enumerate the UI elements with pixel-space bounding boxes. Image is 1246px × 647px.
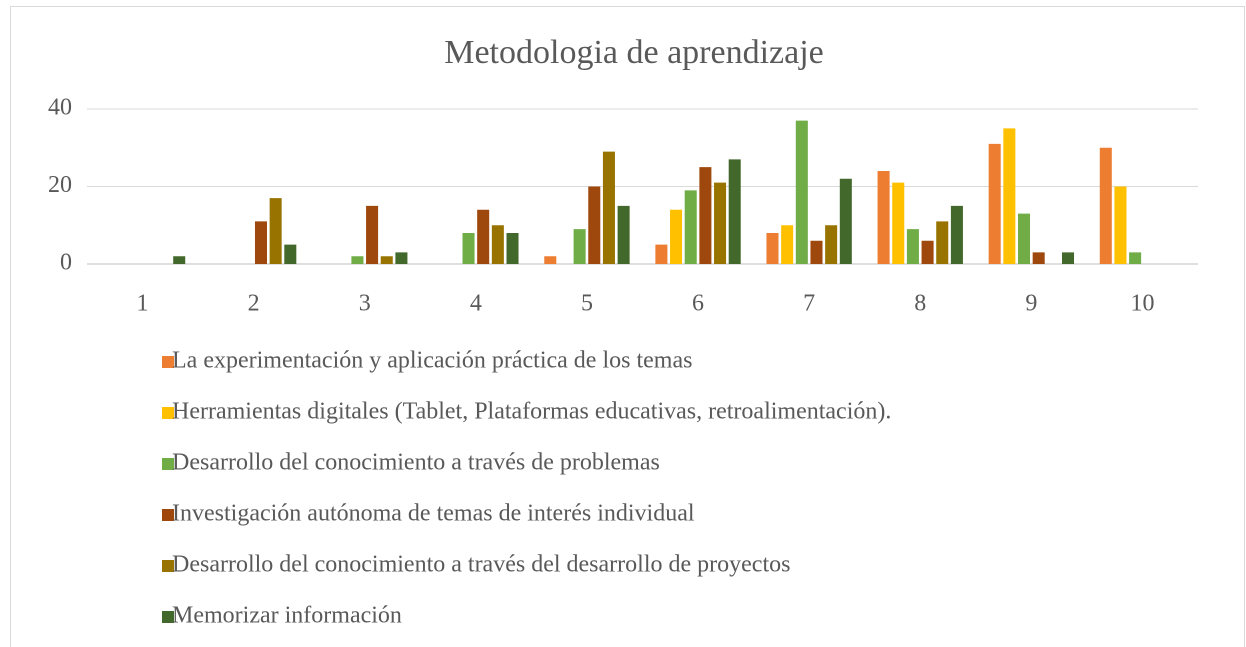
bar [1032,252,1045,264]
x-tick-label: 1 [137,291,149,317]
bar [506,233,519,264]
x-tick-label: 8 [914,291,926,317]
bar [988,143,1001,264]
legend-swatch [162,560,174,572]
chart-border [10,6,1245,647]
bar [254,221,267,264]
bar [602,151,615,264]
bar [936,221,949,264]
y-tick-label: 40 [48,95,72,121]
bar [1018,213,1031,264]
bar [655,244,668,264]
x-tick-label: 3 [359,291,371,317]
legend-label: Memorizar información [172,603,402,629]
bar [573,229,586,264]
bar [906,229,919,264]
y-tick-label: 0 [60,250,72,276]
x-tick-label: 7 [803,291,815,317]
bar [284,244,297,264]
bar [892,182,905,264]
legend-swatch [162,509,174,521]
legend-swatch [162,611,174,623]
legend-swatch [162,356,174,368]
bar [351,256,364,264]
legend-label: Investigación autónoma de temas de inter… [172,501,695,527]
bar [269,198,282,264]
bar [714,182,727,264]
bar [670,209,683,264]
bar [781,225,794,264]
bar [462,233,475,264]
bar [766,233,779,264]
bar [1129,252,1142,264]
bar [1114,186,1127,264]
legend-swatch [162,458,174,470]
x-tick-label: 10 [1130,291,1154,317]
bar [588,186,601,264]
x-tick-label: 2 [248,291,260,317]
bar [1003,128,1016,264]
x-tick-label: 6 [692,291,704,317]
bar [1099,147,1112,264]
bar [366,205,379,264]
bar [795,120,808,264]
bar [950,205,963,264]
bar [699,167,712,264]
chart-title: Metodologia de aprendizaje [444,34,824,71]
bar [810,240,823,264]
bar [477,209,490,264]
legend-label: Desarrollo del conocimiento a través del… [172,552,790,578]
legend-swatch [162,407,174,419]
x-tick-label: 9 [1025,291,1037,317]
y-tick-label: 20 [48,172,72,198]
x-tick-label: 5 [581,291,593,317]
bar [544,256,557,264]
bar [839,178,852,264]
legend-label: Herramientas digitales (Tablet, Platafor… [172,399,891,425]
bar [395,252,408,264]
bar [617,205,630,264]
bar [380,256,393,264]
bar [877,171,890,264]
bar [1062,252,1075,264]
bar [173,256,186,264]
bar [491,225,504,264]
bar [728,159,741,264]
legend-label: Desarrollo del conocimiento a través de … [172,450,660,476]
bar [825,225,838,264]
x-tick-label: 4 [470,291,482,317]
legend-label: La experimentación y aplicación práctica… [172,348,692,374]
bar [684,190,697,264]
bar [921,240,934,264]
